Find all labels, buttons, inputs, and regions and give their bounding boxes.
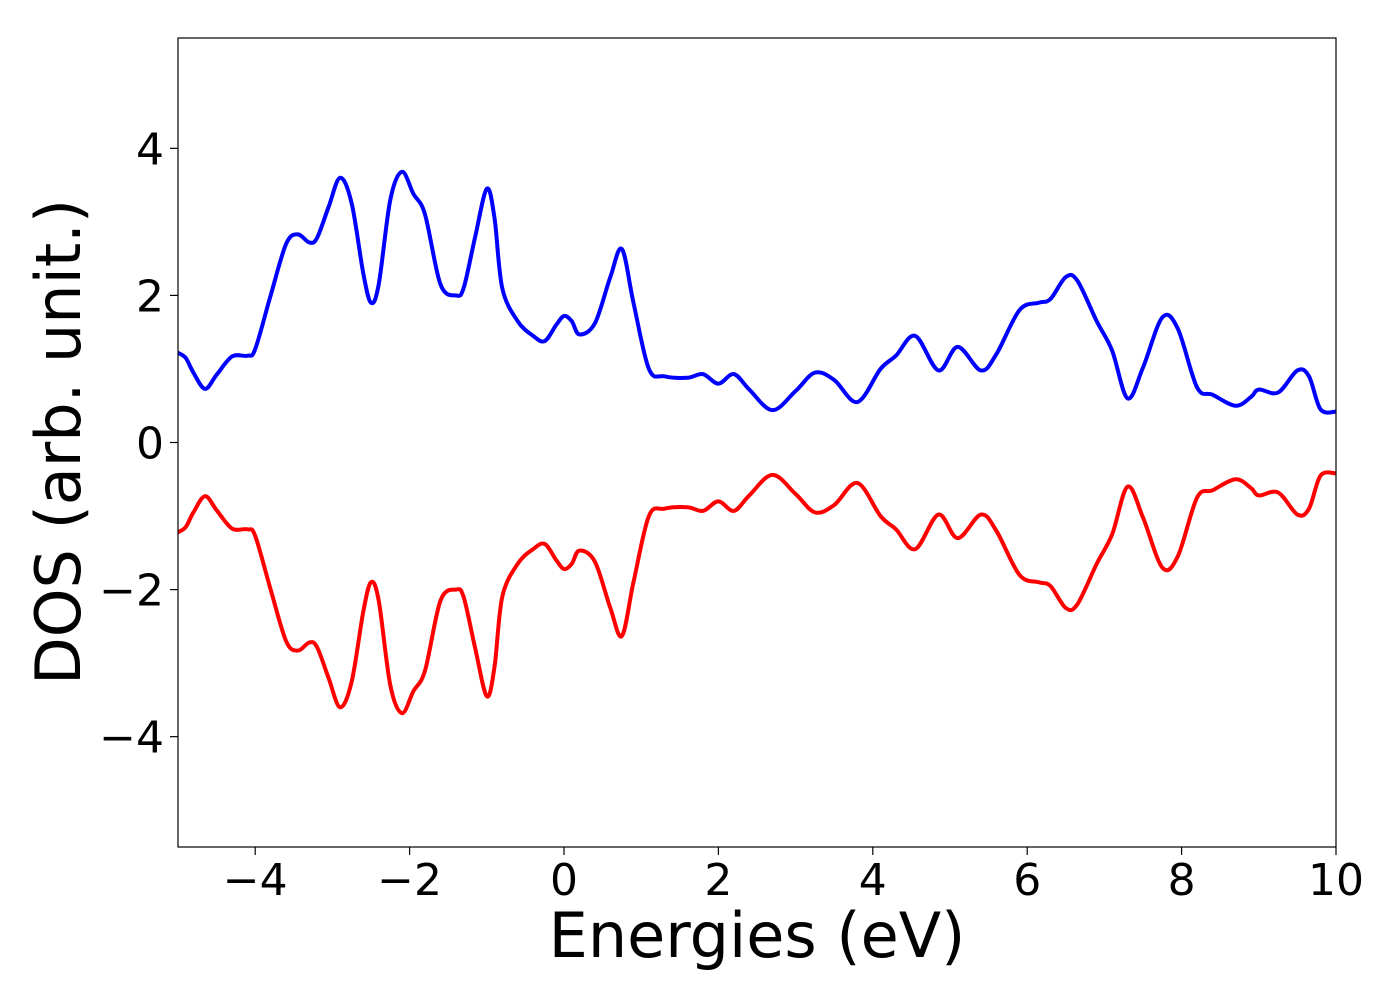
- y-tick-label: −4: [99, 713, 164, 764]
- y-axis-label: DOS (arb. unit.): [22, 199, 95, 685]
- series-line-1: [178, 169, 1336, 415]
- x-tick-label: 4: [859, 855, 887, 906]
- x-tick-label: 2: [704, 855, 732, 906]
- y-tick-label: 2: [136, 271, 164, 322]
- series-layer: [178, 169, 1336, 716]
- plot-frame: [177, 37, 1337, 848]
- x-tick-label: 10: [1308, 855, 1364, 906]
- x-tick-label: 0: [550, 855, 578, 906]
- series-line-2: [178, 470, 1336, 716]
- x-axis: −4 −2 0 2 4 6 8 10: [223, 847, 1364, 906]
- x-tick-label: 8: [1168, 855, 1196, 906]
- x-axis-label: Energies (eV): [549, 899, 966, 972]
- y-axis: −4 −2 0 2 4: [99, 124, 178, 764]
- x-tick-label: −4: [223, 855, 288, 906]
- y-tick-label: −2: [99, 566, 164, 617]
- y-tick-label: 0: [136, 419, 164, 470]
- y-tick-label: 4: [136, 124, 164, 175]
- x-tick-label: −2: [377, 855, 442, 906]
- x-tick-label: 6: [1013, 855, 1041, 906]
